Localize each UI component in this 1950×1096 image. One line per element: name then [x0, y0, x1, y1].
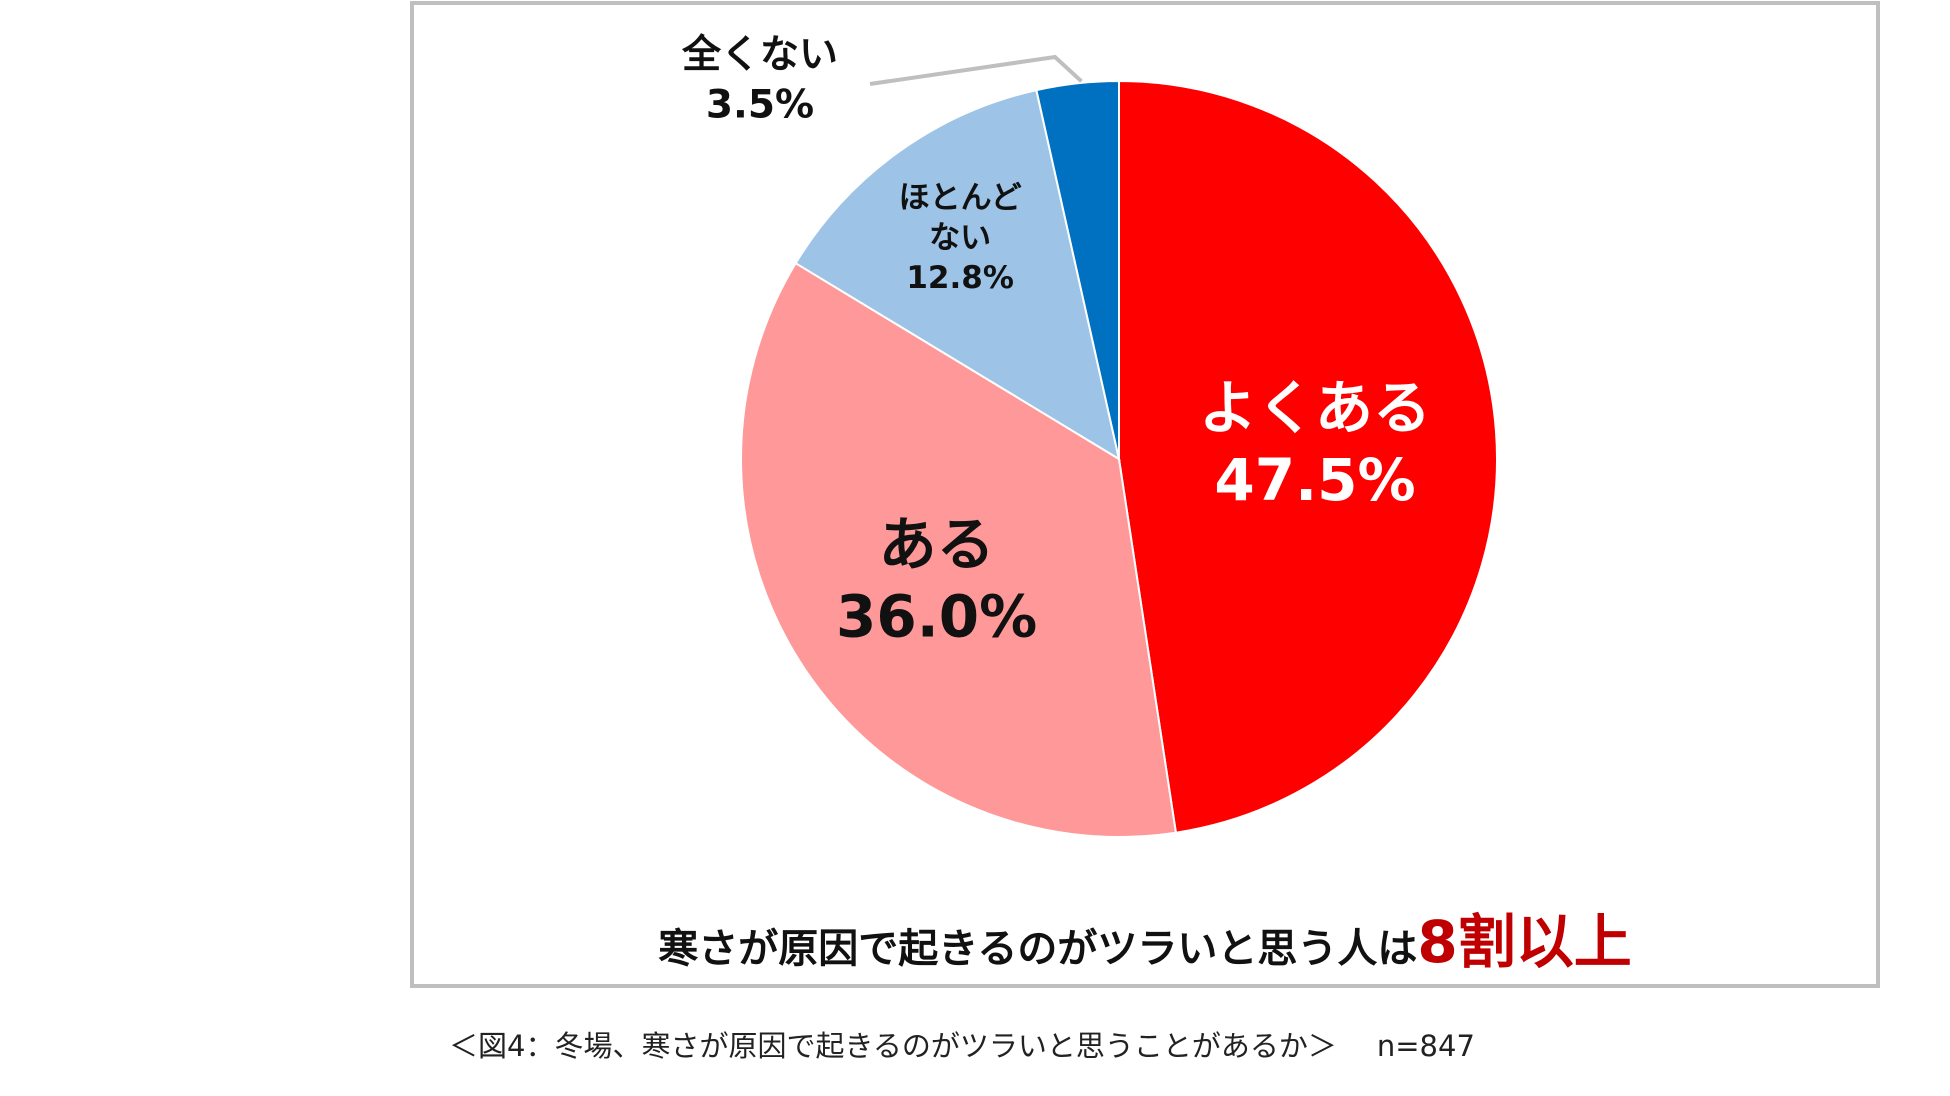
chart-headline: 寒さが原因で起きるのがツラいと思う人は8割以上 [410, 895, 1880, 979]
sample-size: n=847 [1376, 1029, 1475, 1063]
slice-2-name-line-1: ある [879, 511, 995, 579]
slice-4-value-label: 3.5% [706, 83, 814, 128]
figure-caption: ＜図4：冬場、寒さが原因で起きるのがツラいと思うことがあるか＞ n=847 [449, 1023, 1475, 1065]
headline-emphasis: 8割以上 [1417, 908, 1632, 976]
slice-1-name-line-1: よくある [1199, 374, 1431, 442]
slice-4-name-line-1: 全くない [681, 33, 838, 78]
slice-2-value-label: 36.0% [836, 583, 1037, 651]
slice-3-name-line-2: ない [929, 220, 991, 256]
slice-3-name-line-1: ほとんど [899, 180, 1022, 216]
slice-1-value-label: 47.5% [1214, 446, 1415, 514]
pie-slice-2 [740, 261, 1178, 838]
slice-4-leader-line [869, 54, 1083, 86]
slice-3-value-label: 12.8% [906, 260, 1014, 296]
pie-slice-4 [1035, 79, 1120, 460]
pie-slice-3 [794, 88, 1121, 462]
caption-text: ＜図4：冬場、寒さが原因で起きるのがツラいと思うことがあるか＞ [449, 1029, 1337, 1063]
headline-lead: 寒さが原因で起きるのがツラいと思う人は [658, 926, 1418, 972]
pie-slice-1 [1118, 79, 1498, 834]
